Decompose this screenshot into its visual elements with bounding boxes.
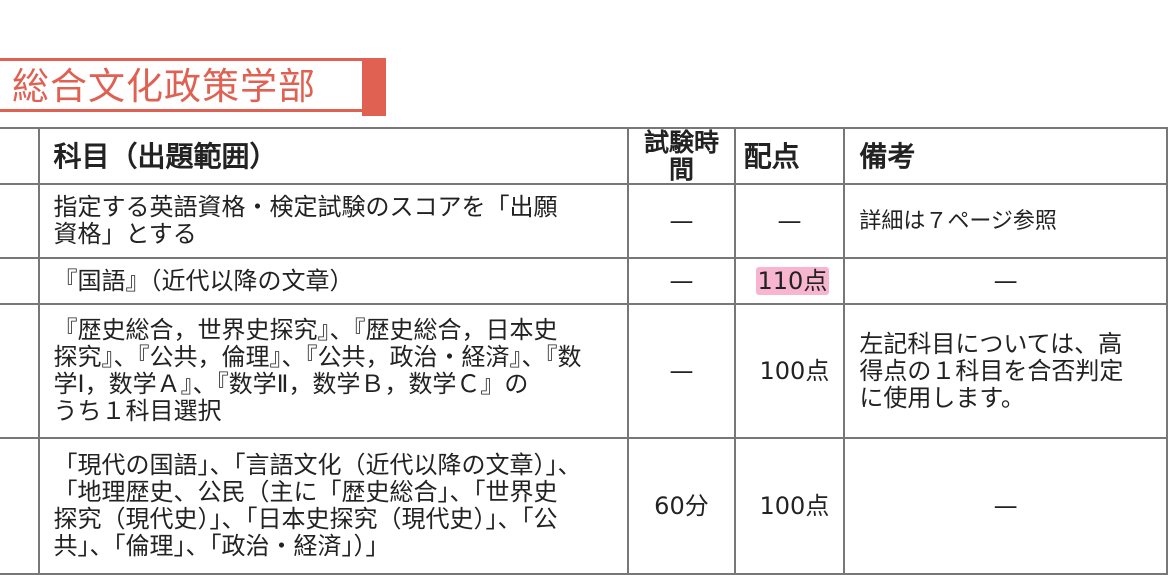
subject-cell: 『歴史総合，世界史探究』、『歴史総合，日本史 探究』、『公共，倫理』、『公共，政… — [37, 303, 630, 439]
notes-cell: 左記科目については、高 得点の１科目を合否判定 に使用します。 — [843, 303, 1168, 439]
header-notes: 備考 — [843, 127, 1168, 185]
faculty-title-box — [0, 58, 362, 112]
table-row: 「現代の国語」、「言語文化（近代以降の文章）」、 「地理歴史、公民（主に「歴史総… — [0, 437, 1168, 575]
table-row: 『歴史総合，世界史探究』、『歴史総合，日本史 探究』、『公共，倫理』、『公共，政… — [0, 303, 1168, 439]
row-label — [0, 257, 40, 305]
time-cell: — — [627, 257, 736, 305]
notes-line: — — [993, 491, 1018, 520]
exam-subjects-table: 科目（出題範囲） 試験時間 配点 備考 指定する英語資格・検定試験のスコアを「出… — [0, 127, 1168, 575]
subject-line: 共」、「倫理」、「政治・経済」）」 — [53, 532, 390, 560]
header-subject: 科目（出題範囲） — [37, 127, 630, 185]
notes-line: — — [993, 266, 1018, 295]
subject-cell: 「現代の国語」、「言語文化（近代以降の文章）」、 「地理歴史、公民（主に「歴史総… — [37, 437, 630, 575]
subject-line: 学Ⅰ，数学Ａ』、『数学Ⅱ，数学Ｂ，数学Ｃ』の — [53, 370, 529, 398]
points-cell: 100点 — [733, 437, 846, 575]
row-label — [0, 183, 40, 259]
subject-line: 指定する英語資格・検定試験のスコアを「出願 — [53, 193, 558, 221]
notes-line: 詳細は７ページ参照 — [859, 208, 1057, 234]
time-cell: — — [627, 183, 736, 259]
notes-line: 左記科目については、高 — [859, 329, 1123, 358]
notes-cell: 詳細は７ページ参照 — [843, 183, 1168, 259]
subject-line: 資格」とする — [53, 220, 197, 248]
notes-cell: — — [843, 437, 1168, 575]
subject-line: 『国語』（近代以降の文章） — [53, 266, 354, 295]
highlighted-points: 110点 — [755, 266, 830, 295]
header-time: 試験時間 — [627, 127, 736, 185]
table-header-row: 科目（出題範囲） 試験時間 配点 備考 — [0, 127, 1168, 185]
subject-line: うち１科目選択 — [53, 397, 222, 425]
time-cell: — — [627, 303, 736, 439]
faculty-title: 総合文化政策学部 — [12, 65, 316, 108]
notes-cell: — — [843, 257, 1168, 305]
notes-line: に使用します。 — [859, 383, 1025, 412]
points-cell: — — [733, 183, 846, 259]
subject-line: 「地理歴史、公民（主に「歴史総合」、「世界史 — [53, 478, 558, 506]
time-cell: 60分 — [627, 437, 736, 575]
header-blank — [0, 127, 40, 185]
table-row: 指定する英語資格・検定試験のスコアを「出願 資格」とする — — 詳細は７ページ… — [0, 183, 1168, 259]
subject-line: 『歴史総合，世界史探究』、『歴史総合，日本史 — [53, 316, 558, 344]
subject-line: 「現代の国語」、「言語文化（近代以降の文章）」、 — [53, 451, 582, 479]
notes-line: 得点の１科目を合否判定 — [859, 356, 1124, 385]
title-accent-bar — [362, 58, 386, 116]
subject-line: 探究』、『公共，倫理』、『公共，政治・経済』、『数 — [53, 343, 582, 371]
header-points: 配点 — [733, 127, 846, 185]
points-cell: 100点 — [733, 303, 846, 439]
subject-cell: 指定する英語資格・検定試験のスコアを「出願 資格」とする — [37, 183, 630, 259]
subject-line: 探究（現代史）」、「日本史探究（現代史）」、「公 — [53, 505, 558, 533]
points-cell: 110点 — [733, 257, 846, 305]
subject-cell: 『国語』（近代以降の文章） — [37, 257, 630, 305]
table-row: 『国語』（近代以降の文章） — 110点 — — [0, 257, 1168, 305]
row-label — [0, 303, 40, 439]
row-label — [0, 437, 40, 575]
